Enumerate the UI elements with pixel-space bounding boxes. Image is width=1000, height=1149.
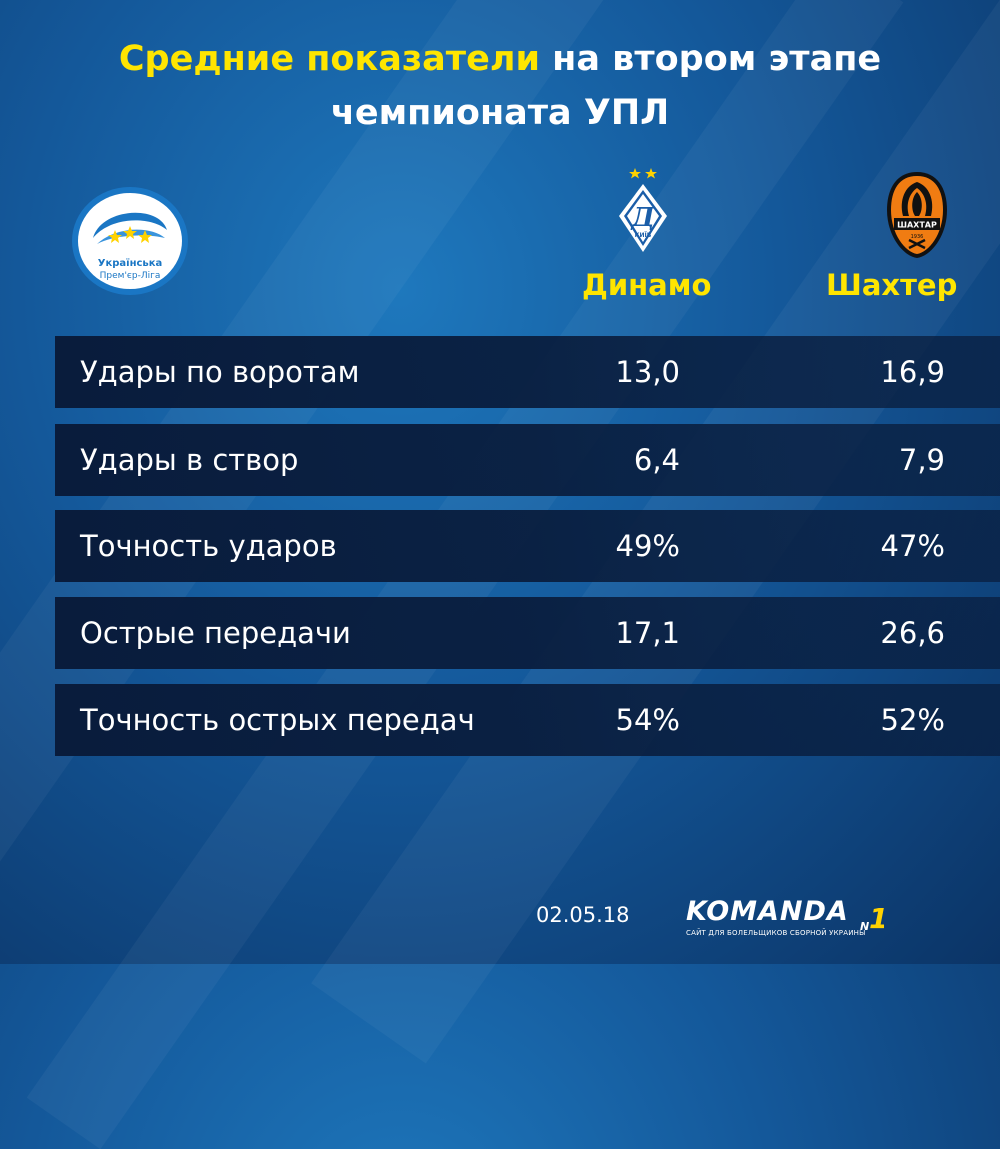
shakhtar-logo-text: ШАХТАР	[897, 221, 937, 230]
shakhtar-logo-year: 1936	[911, 234, 924, 240]
league-logo-line1: Українська	[98, 257, 163, 269]
page-title: Средние показатели на втором этапе чемпи…	[0, 32, 1000, 140]
date-label: 02.05.18	[536, 903, 630, 927]
team-name-shakhtar: Шахтер	[826, 268, 958, 302]
stat-value-dynamo: 17,1	[615, 616, 680, 650]
stat-label: Точность острых передач	[80, 703, 475, 737]
brand-tagline: САЙТ ДЛЯ БОЛЕЛЬЩИКОВ СБОРНОЙ УКРАИНЫ	[686, 929, 866, 937]
brand-number: 1	[869, 902, 884, 934]
stat-row: Точность острых передач 54% 52%	[55, 684, 1000, 756]
stat-label: Удары по воротам	[80, 355, 360, 389]
svg-text:Д: Д	[629, 203, 655, 233]
brand-logo: KOMANDA	[686, 896, 849, 927]
stat-value-shakhtar: 52%	[880, 703, 945, 737]
stat-value-shakhtar: 26,6	[880, 616, 945, 650]
stat-value-dynamo: 13,0	[615, 355, 680, 389]
stat-label: Удары в створ	[80, 443, 299, 477]
stat-label: Точность ударов	[80, 529, 337, 563]
league-logo-line2: Прем'єр-Ліга	[100, 271, 161, 281]
stat-row: Удары по воротам 13,0 16,9	[55, 336, 1000, 408]
brand-number-mark: N 1	[860, 902, 884, 934]
stat-value-dynamo: 49%	[615, 529, 680, 563]
league-logo: Українська Прем'єр-Ліга	[72, 187, 188, 295]
team-name-dynamo: Динамо	[582, 268, 712, 302]
stat-value-shakhtar: 7,9	[898, 443, 945, 477]
title-line1: на втором этапе	[540, 39, 882, 79]
stat-value-shakhtar: 47%	[880, 529, 945, 563]
stat-row: Удары в створ 6,4 7,9	[55, 424, 1000, 496]
stat-value-dynamo: 6,4	[633, 443, 680, 477]
stat-value-dynamo: 54%	[615, 703, 680, 737]
title-line2: чемпионата УПЛ	[330, 93, 670, 133]
shakhtar-logo: ШАХТАР 1936	[887, 172, 947, 258]
dynamo-logo-text: КИЇВ	[635, 232, 652, 239]
stat-row: Острые передачи 17,1 26,6	[55, 597, 1000, 669]
title-highlight: Средние показатели	[118, 39, 540, 79]
stat-label: Острые передачи	[80, 616, 351, 650]
stat-value-shakhtar: 16,9	[880, 355, 945, 389]
dynamo-logo: Д КИЇВ	[619, 168, 667, 252]
stat-row: Точность ударов 49% 47%	[55, 510, 1000, 582]
brand-sub: N	[860, 920, 869, 933]
